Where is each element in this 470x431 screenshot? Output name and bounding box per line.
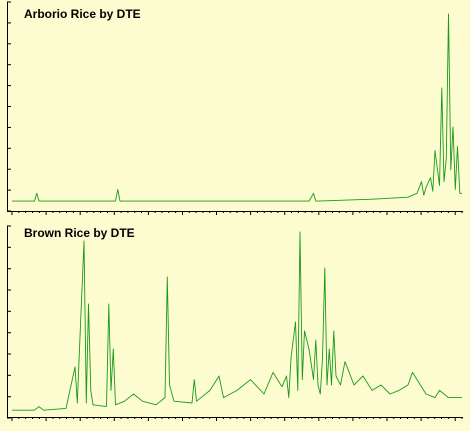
- arborio-x-axis: [7, 211, 463, 215]
- brown-rice-y-axis: [7, 225, 11, 419]
- arborio-y-axis: [7, 1, 11, 212]
- arborio-trace: [12, 13, 462, 202]
- arborio-title: Arborio Rice by DTE: [24, 7, 141, 21]
- brown-rice-trace: [12, 231, 462, 411]
- brown-rice-title: Brown Rice by DTE: [24, 226, 135, 240]
- arborio-panel: Arborio Rice by DTE: [7, 1, 463, 215]
- brown-rice-x-axis: [7, 417, 463, 421]
- brown-rice-panel: Brown Rice by DTE: [7, 225, 463, 421]
